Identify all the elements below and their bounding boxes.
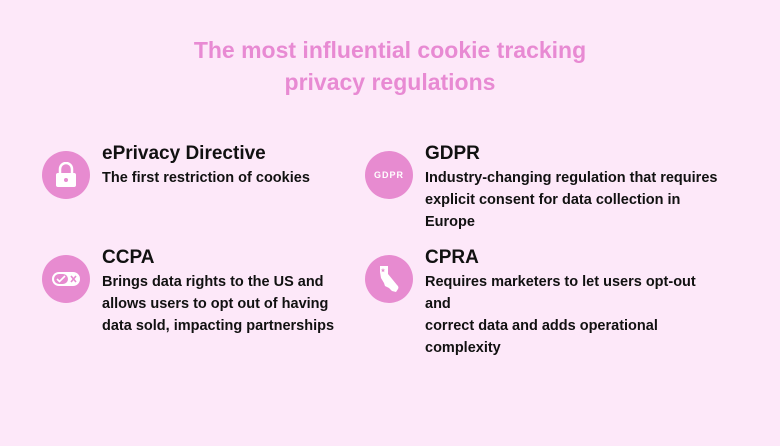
toggle-check-x-icon (42, 255, 90, 303)
california-map-icon (365, 255, 413, 303)
page-title: The most influential cookie tracking pri… (193, 37, 587, 95)
lock-icon (42, 151, 90, 199)
gdpr-icon: GDPR (365, 151, 413, 199)
